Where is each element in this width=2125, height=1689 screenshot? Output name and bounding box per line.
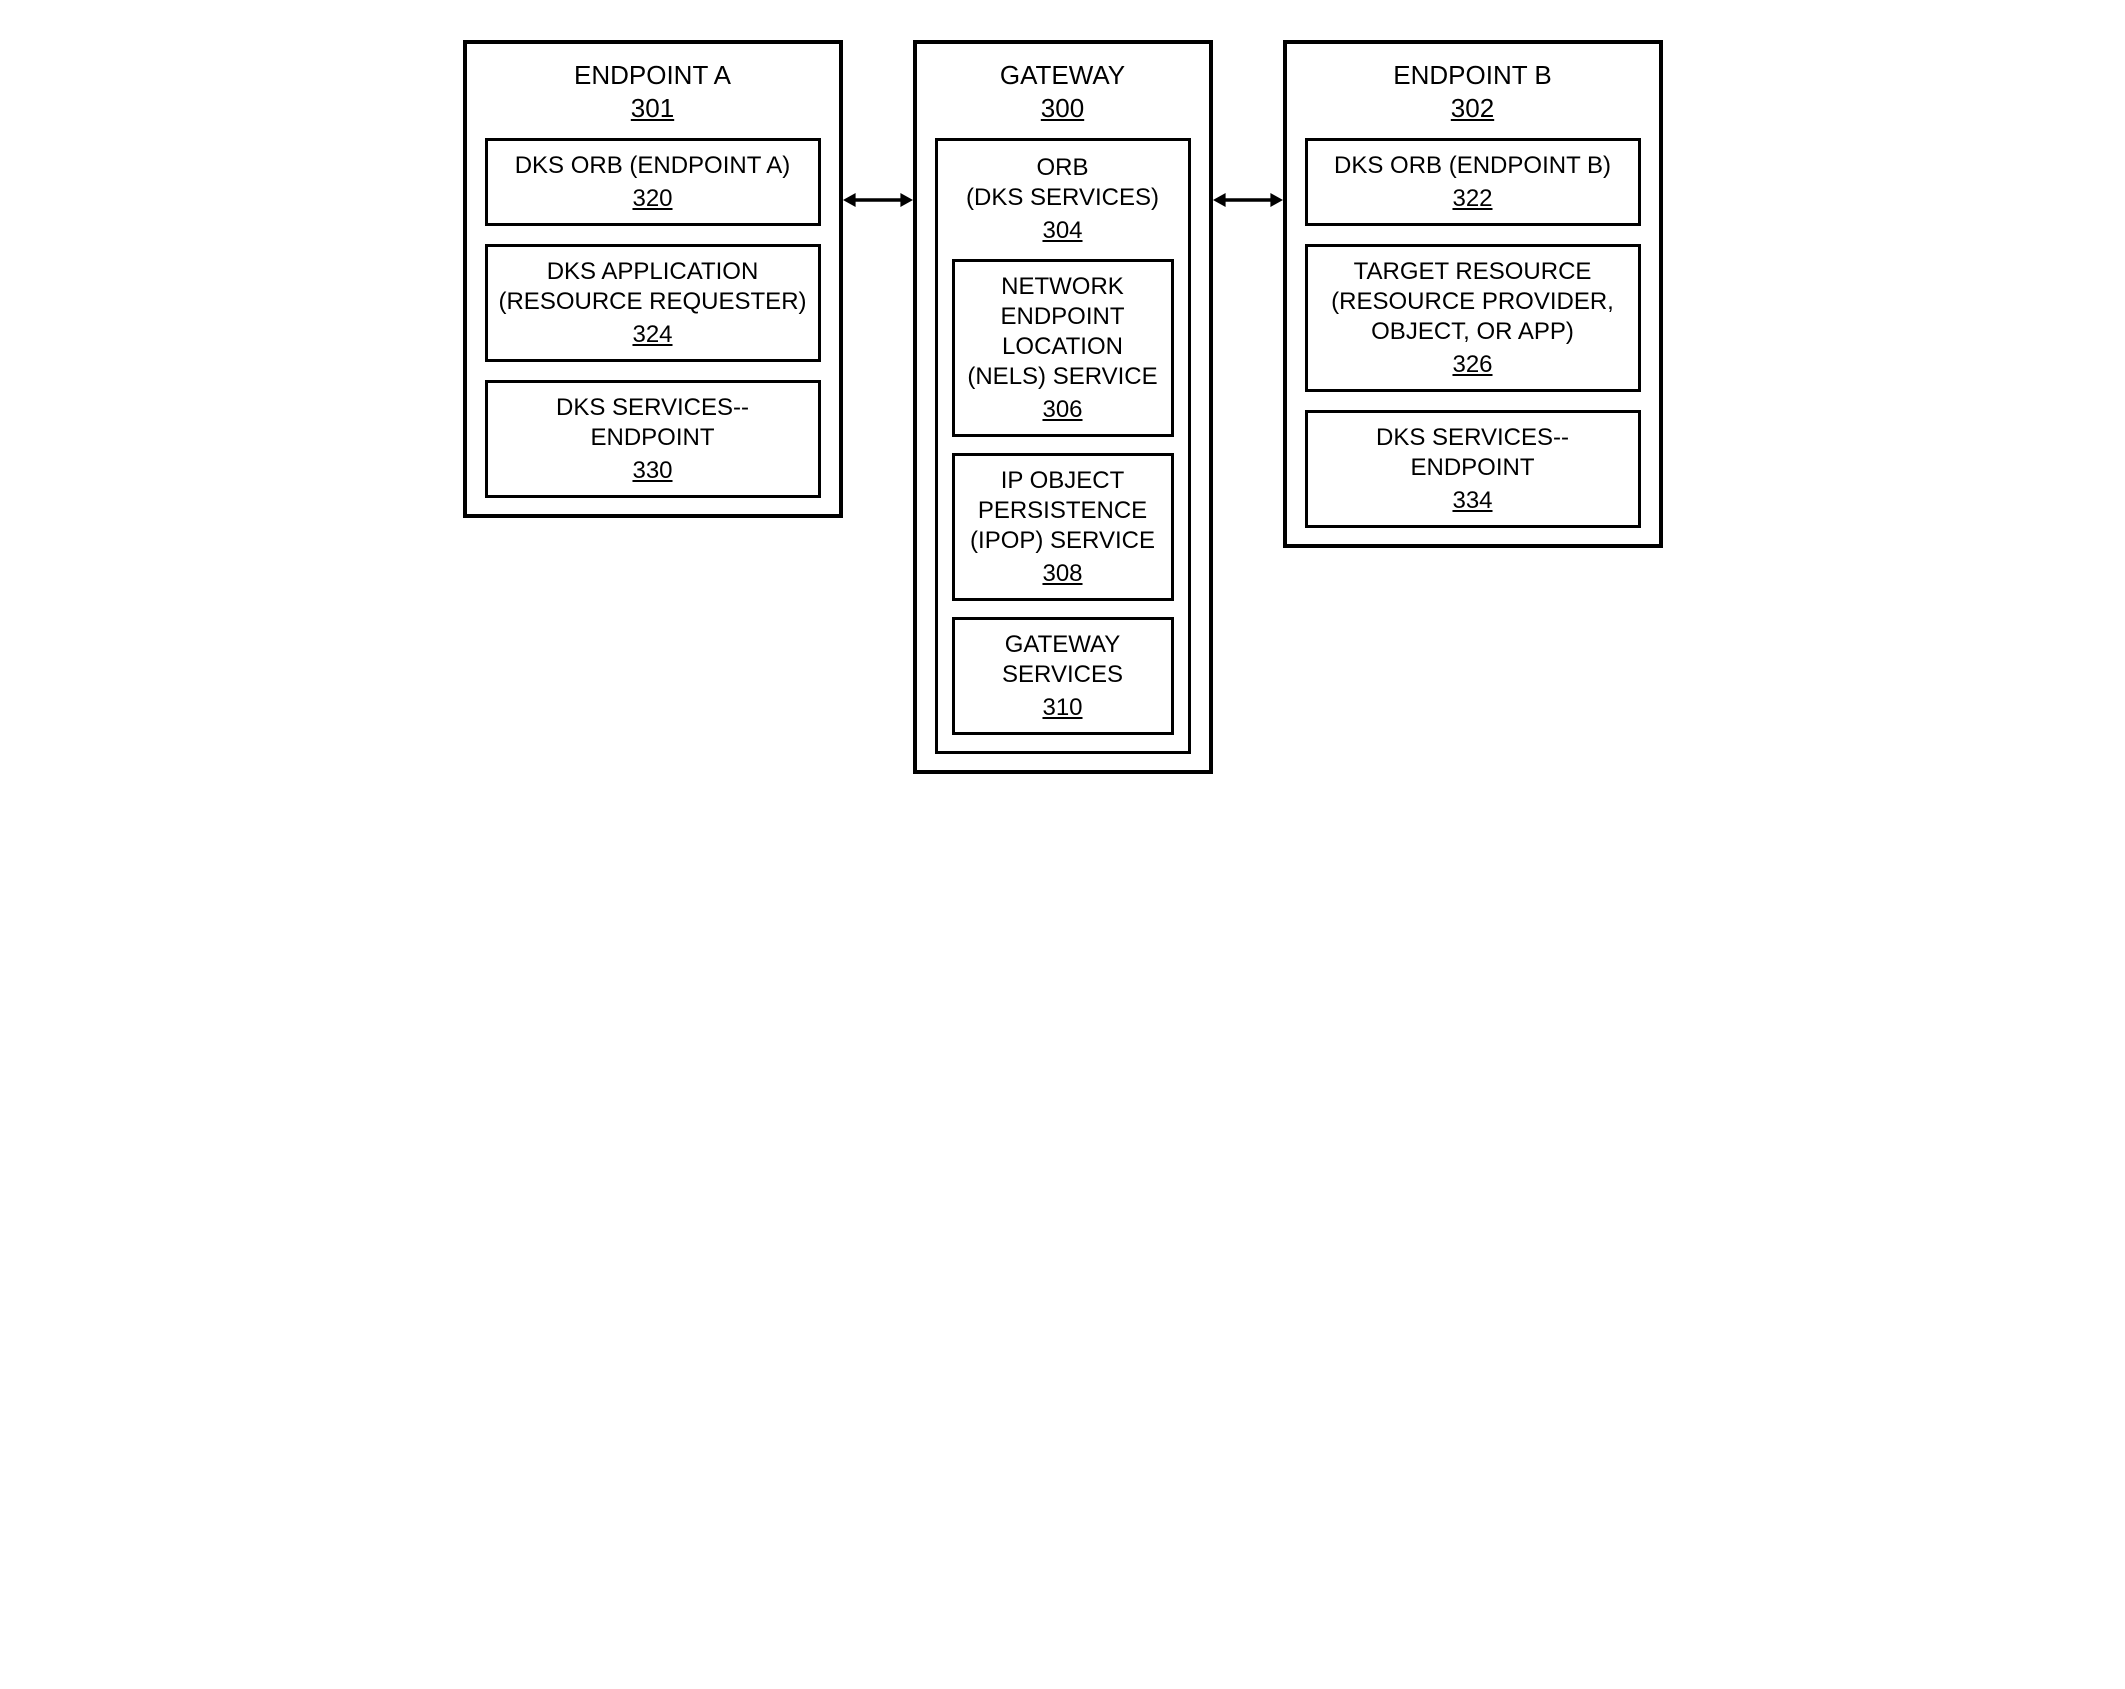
gateway-title-ref: 300 bbox=[1000, 93, 1125, 124]
endpoint-b-box-0-ref: 322 bbox=[1316, 185, 1630, 213]
endpoint-b-title-label: ENDPOINT B bbox=[1393, 60, 1551, 91]
orb-inner-0-ref: 306 bbox=[963, 396, 1163, 424]
orb-inner-2: GATEWAY SERVICES 310 bbox=[952, 617, 1174, 735]
orb-inner-1-label: IP OBJECT PERSISTENCE (IPOP) SERVICE bbox=[963, 466, 1163, 556]
endpoint-a-box-1-ref: 324 bbox=[496, 321, 810, 349]
double-arrow-icon bbox=[843, 180, 913, 220]
architecture-diagram: ENDPOINT A 301 DKS ORB (ENDPOINT A) 320 … bbox=[40, 40, 2085, 774]
orb-title-label: ORB (DKS SERVICES) bbox=[952, 153, 1174, 213]
endpoint-a-box-1-label: DKS APPLICATION (RESOURCE REQUESTER) bbox=[496, 257, 810, 317]
endpoint-a-box-0-ref: 320 bbox=[496, 185, 810, 213]
endpoint-b-box-0: DKS ORB (ENDPOINT B) 322 bbox=[1305, 138, 1641, 226]
gateway-column: GATEWAY 300 ORB (DKS SERVICES) 304 NETWO… bbox=[913, 40, 1213, 774]
orb-inner-2-ref: 310 bbox=[963, 694, 1163, 722]
gateway-title: GATEWAY 300 bbox=[1000, 60, 1125, 124]
endpoint-b-box-2-label: DKS SERVICES-- ENDPOINT bbox=[1316, 423, 1630, 483]
orb-inner-1-ref: 308 bbox=[963, 560, 1163, 588]
endpoint-a-box-1: DKS APPLICATION (RESOURCE REQUESTER) 324 bbox=[485, 244, 821, 362]
endpoint-b-column: ENDPOINT B 302 DKS ORB (ENDPOINT B) 322 … bbox=[1283, 40, 1663, 548]
orb-inner-1: IP OBJECT PERSISTENCE (IPOP) SERVICE 308 bbox=[952, 453, 1174, 601]
orb-container: ORB (DKS SERVICES) 304 NETWORK ENDPOINT … bbox=[935, 138, 1191, 754]
orb-title-ref: 304 bbox=[952, 217, 1174, 245]
gateway-title-label: GATEWAY bbox=[1000, 60, 1125, 91]
endpoint-a-box-0: DKS ORB (ENDPOINT A) 320 bbox=[485, 138, 821, 226]
endpoint-b-box-2: DKS SERVICES-- ENDPOINT 334 bbox=[1305, 410, 1641, 528]
connector-right bbox=[1213, 40, 1283, 360]
endpoint-b-box-1: TARGET RESOURCE (RESOURCE PROVIDER, OBJE… bbox=[1305, 244, 1641, 392]
endpoint-b-box-0-label: DKS ORB (ENDPOINT B) bbox=[1316, 151, 1630, 181]
endpoint-a-title-label: ENDPOINT A bbox=[574, 60, 731, 91]
endpoint-a-box-2-label: DKS SERVICES-- ENDPOINT bbox=[496, 393, 810, 453]
endpoint-b-title-ref: 302 bbox=[1393, 93, 1551, 124]
orb-inner-0-label: NETWORK ENDPOINT LOCATION (NELS) SERVICE bbox=[963, 272, 1163, 392]
endpoint-a-box-0-label: DKS ORB (ENDPOINT A) bbox=[496, 151, 810, 181]
endpoint-b-box-1-label: TARGET RESOURCE (RESOURCE PROVIDER, OBJE… bbox=[1316, 257, 1630, 347]
endpoint-a-title-ref: 301 bbox=[574, 93, 731, 124]
endpoint-a-column: ENDPOINT A 301 DKS ORB (ENDPOINT A) 320 … bbox=[463, 40, 843, 518]
endpoint-b-box-2-ref: 334 bbox=[1316, 487, 1630, 515]
orb-inner-2-label: GATEWAY SERVICES bbox=[963, 630, 1163, 690]
orb-inner-0: NETWORK ENDPOINT LOCATION (NELS) SERVICE… bbox=[952, 259, 1174, 437]
double-arrow-icon bbox=[1213, 180, 1283, 220]
endpoint-a-title: ENDPOINT A 301 bbox=[574, 60, 731, 124]
endpoint-a-box-2-ref: 330 bbox=[496, 457, 810, 485]
connector-left bbox=[843, 40, 913, 360]
endpoint-b-title: ENDPOINT B 302 bbox=[1393, 60, 1551, 124]
endpoint-b-box-1-ref: 326 bbox=[1316, 351, 1630, 379]
orb-title: ORB (DKS SERVICES) 304 bbox=[952, 153, 1174, 245]
endpoint-a-box-2: DKS SERVICES-- ENDPOINT 330 bbox=[485, 380, 821, 498]
